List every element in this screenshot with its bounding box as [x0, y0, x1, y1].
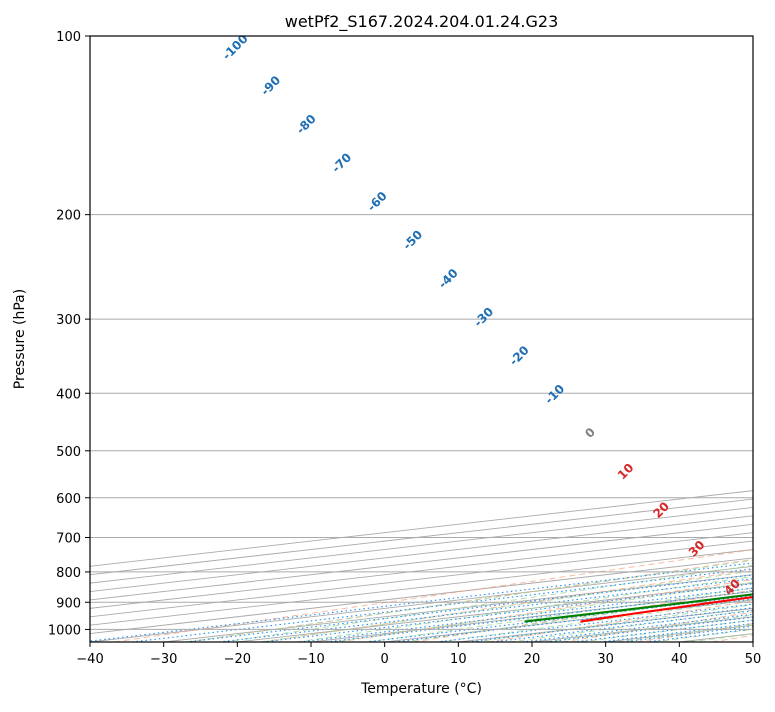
- x-tick-label: −40: [76, 652, 103, 667]
- y-tick-label: 100: [56, 30, 81, 45]
- y-tick-label: 900: [56, 596, 81, 611]
- y-tick-label: 700: [56, 532, 81, 547]
- isotherm-line: [753, 36, 775, 642]
- y-tick-label: 800: [56, 566, 81, 581]
- mixing-ratio-line: [326, 461, 775, 642]
- x-tick-label: 30: [597, 652, 614, 667]
- moist-adiabat-line: [581, 36, 775, 642]
- isotherm-line: [311, 36, 775, 642]
- isotherm-line: [0, 36, 775, 642]
- dry-adiabat-line: [338, 36, 775, 642]
- x-tick-label: 50: [745, 652, 762, 667]
- mixing-ratio-line: [132, 461, 775, 642]
- profile-series: [525, 36, 775, 622]
- isotherm-line: [16, 36, 775, 642]
- dry-adiabat-label: -50: [400, 227, 425, 252]
- isotherm-line: [0, 36, 775, 642]
- y-axis-label: Pressure (hPa): [12, 289, 28, 389]
- x-tick-label: −10: [297, 652, 324, 667]
- y-tick-label: 400: [56, 387, 81, 402]
- isotherm-line: [90, 36, 775, 642]
- isotherm-line: [0, 36, 775, 642]
- dry-adiabat-label: -90: [258, 73, 283, 98]
- dry-adiabat-label: -30: [471, 305, 496, 330]
- dry-adiabat-label: -80: [294, 112, 319, 137]
- dry-adiabat-line: [488, 36, 775, 642]
- isotherm-line: [164, 36, 775, 642]
- dry-adiabat-label: -40: [436, 266, 461, 291]
- dry-adiabat-label: 10: [615, 461, 637, 483]
- moist-adiabat-line: [224, 188, 775, 643]
- y-tick-label: 1000: [48, 623, 81, 638]
- chart-title: wetPf2_S167.2024.204.01.24.G23: [285, 12, 559, 32]
- x-tick-label: 20: [524, 652, 541, 667]
- dry-adiabat-label: -60: [365, 189, 390, 214]
- y-tick-label: 600: [56, 492, 81, 507]
- mixing-ratio-line: [82, 461, 775, 642]
- x-tick-label: −30: [150, 652, 177, 667]
- y-tick-label: 300: [56, 313, 81, 328]
- isotherm-lines: [0, 36, 775, 642]
- dewpoint-profile-line: [525, 36, 775, 622]
- isotherm-line: [0, 36, 775, 642]
- y-tick-label: 500: [56, 445, 81, 460]
- dry-adiabat-line: [637, 36, 775, 642]
- reference-line-labels: 0.10.20.40.611.52346810131620253036-100-…: [220, 32, 775, 598]
- y-tick-label: 200: [56, 209, 81, 224]
- isotherm-line: [458, 36, 775, 642]
- x-tick-label: −20: [224, 652, 251, 667]
- x-axis-ticks: −40 −30 −20 −10 0 10 20 30 40 50: [76, 642, 761, 667]
- x-axis-label: Temperature (°C): [360, 681, 482, 697]
- mixing-ratio-line: [365, 461, 775, 642]
- dry-adiabat-label: -10: [542, 382, 567, 407]
- isotherm-line: [0, 36, 775, 642]
- isotherm-line: [0, 36, 775, 642]
- mixing-ratio-lines: [82, 461, 775, 642]
- moist-adiabat-line: [653, 36, 775, 642]
- dry-adiabat-label: -70: [329, 150, 354, 175]
- isotherm-line: [0, 36, 775, 642]
- dry-adiabat-label: 0: [582, 425, 598, 441]
- x-tick-label: 0: [381, 652, 389, 667]
- plot-frame: [90, 36, 753, 642]
- y-axis-ticks: 100 200 300 400 500 600 700 800 900 1000: [48, 30, 90, 638]
- dry-adiabat-label: -20: [507, 343, 532, 368]
- moist-adiabat-line: [403, 72, 775, 642]
- dry-adiabat-label: 30: [686, 538, 708, 560]
- isotherm-line: [0, 36, 775, 642]
- pressure-gridlines: [90, 36, 753, 629]
- x-tick-label: 10: [450, 652, 467, 667]
- x-tick-label: 40: [671, 652, 688, 667]
